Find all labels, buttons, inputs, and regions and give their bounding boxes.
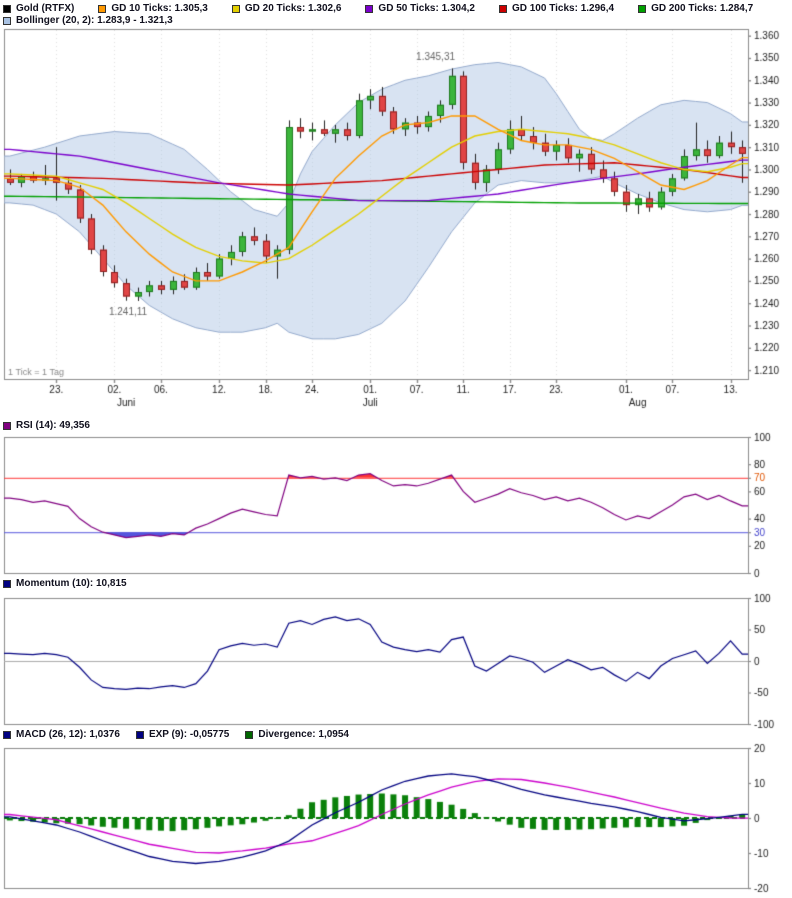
legend-item-divergence: Divergence: 1,0954 <box>245 729 349 740</box>
gd200-label: GD 200 Ticks: 1.284,7 <box>651 3 754 14</box>
gd20-label: GD 20 Ticks: 1.302,6 <box>244 3 342 14</box>
macd-label: MACD (26, 12): 1,0376 <box>16 729 120 740</box>
legend-item-exp: EXP (9): -0,05775 <box>135 729 230 740</box>
momentum-legend: Momentum (10): 10,815 <box>3 578 151 589</box>
legend-item-gd10: GD 10 Ticks: 1.305,3 <box>98 3 208 14</box>
momentum-label: Momentum (10): 10,815 <box>16 578 127 589</box>
legend-item-gd100: GD 100 Ticks: 1.296,4 <box>498 3 615 14</box>
legend-item-macd: MACD (26, 12): 1,0376 <box>3 729 120 740</box>
main-legend: Gold (RTFX) GD 10 Ticks: 1.305,3 GD 20 T… <box>3 3 777 14</box>
rsi-legend: RSI (14): 49,356 <box>3 420 114 431</box>
bollinger-label: Bollinger (20, 2): 1.283,9 - 1.321,3 <box>16 15 173 26</box>
gd200-swatch <box>638 4 647 13</box>
rsi-label: RSI (14): 49,356 <box>16 420 90 431</box>
gd10-label: GD 10 Ticks: 1.305,3 <box>111 3 208 14</box>
legend-item-rsi: RSI (14): 49,356 <box>3 420 90 431</box>
gd100-swatch <box>498 4 507 13</box>
gd20-swatch <box>231 4 240 13</box>
macd-legend: MACD (26, 12): 1,0376 EXP (9): -0,05775 … <box>3 729 365 740</box>
bollinger-swatch <box>3 16 11 25</box>
gd10-swatch <box>98 4 107 13</box>
divergence-label: Divergence: 1,0954 <box>258 729 349 740</box>
macd-swatch <box>3 730 11 739</box>
gd50-swatch <box>365 4 374 13</box>
gold-label: Gold (RTFX) <box>16 3 75 14</box>
legend-item-gold: Gold (RTFX) <box>3 3 74 14</box>
legend-item-gd200: GD 200 Ticks: 1.284,7 <box>638 3 753 14</box>
rsi-swatch <box>3 421 11 430</box>
exp-label: EXP (9): -0,05775 <box>148 729 230 740</box>
gold-swatch <box>3 4 11 13</box>
exp-swatch <box>135 730 144 739</box>
divergence-swatch <box>245 730 254 739</box>
legend-item-gd20: GD 20 Ticks: 1.302,6 <box>231 3 342 14</box>
legend-item-gd50: GD 50 Ticks: 1.304,2 <box>365 3 475 14</box>
gd100-label: GD 100 Ticks: 1.296,4 <box>511 3 615 14</box>
legend-item-bollinger: Bollinger (20, 2): 1.283,9 - 1.321,3 <box>3 15 173 26</box>
gd50-label: GD 50 Ticks: 1.304,2 <box>378 3 475 14</box>
momentum-swatch <box>3 579 11 588</box>
bollinger-legend: Bollinger (20, 2): 1.283,9 - 1.321,3 <box>3 15 197 26</box>
legend-item-momentum: Momentum (10): 10,815 <box>3 578 127 589</box>
